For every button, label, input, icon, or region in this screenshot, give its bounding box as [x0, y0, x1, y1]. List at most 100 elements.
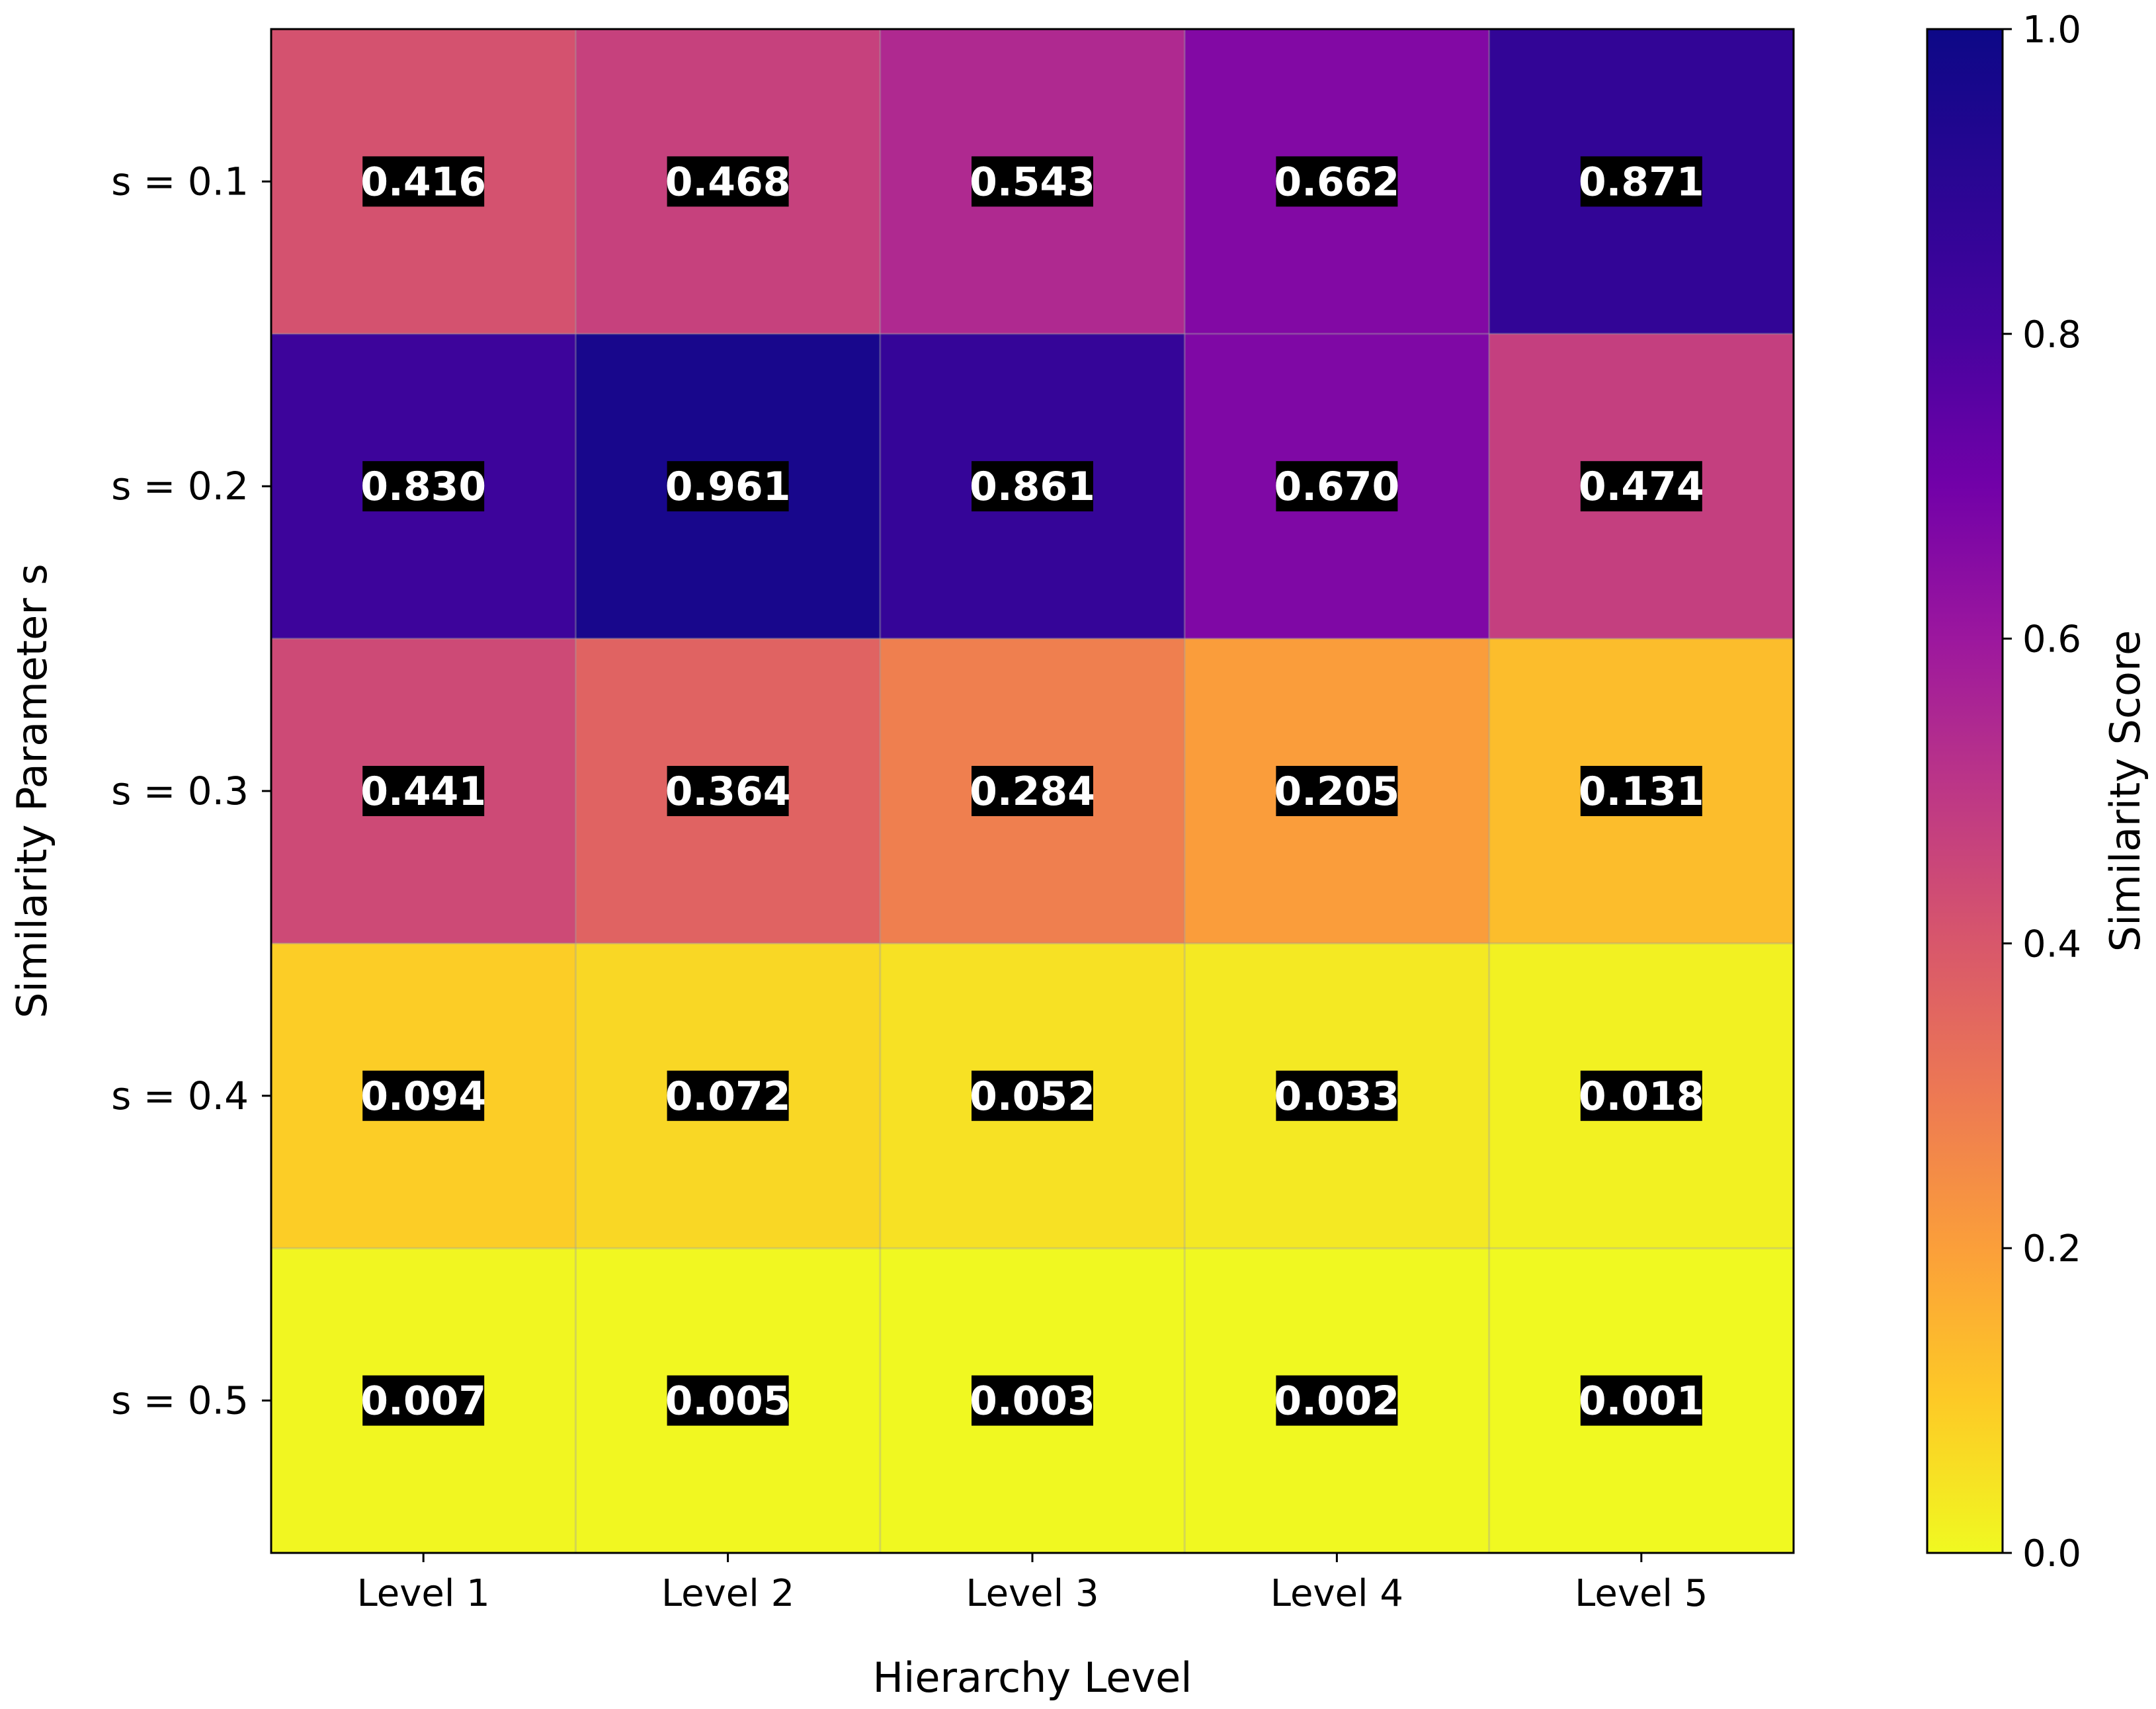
y-tick-label: s = 0.1 — [111, 159, 249, 204]
cell-value-label: 0.001 — [1579, 1375, 1704, 1426]
colorbar-tick-label: 0.8 — [2022, 313, 2081, 356]
cell-value-label: 0.543 — [970, 156, 1095, 207]
cell-value-label: 0.861 — [970, 461, 1095, 512]
cell-value-text: 0.052 — [970, 1073, 1095, 1120]
cell-value-text: 0.001 — [1579, 1378, 1704, 1425]
y-axis-label: Similarity Parameter s — [8, 563, 56, 1018]
cell-label-background — [1580, 1070, 1702, 1121]
cell-value-label: 0.871 — [1579, 156, 1704, 207]
cell-value-text: 0.961 — [665, 464, 791, 510]
cell-value-text: 0.018 — [1579, 1073, 1704, 1120]
cell-value-text: 0.662 — [1274, 159, 1400, 205]
cell-value-text: 0.871 — [1579, 159, 1704, 205]
cell-value-text: 0.131 — [1579, 769, 1704, 815]
cell-value-label: 0.094 — [360, 1070, 486, 1121]
cell-value-text: 0.670 — [1274, 464, 1400, 510]
cell-label-background — [1276, 1375, 1398, 1426]
cell-value-label: 0.474 — [1579, 461, 1704, 512]
cell-label-background — [1580, 461, 1702, 512]
y-axis-ticks: s = 0.1 s = 0.2 s = 0.3 s = 0.4 s = 0.5 — [111, 159, 271, 1423]
cell-value-text: 0.002 — [1274, 1378, 1400, 1425]
cell-value-text: 0.205 — [1274, 769, 1400, 815]
heatmap-cells — [271, 29, 1794, 1553]
colorbar-ticks: 0.0 0.2 0.4 0.6 0.8 1.0 — [2003, 9, 2081, 1575]
cell-value-text: 0.005 — [665, 1378, 791, 1425]
cell-value-label: 0.007 — [360, 1375, 486, 1426]
heatmap-gridlines — [271, 29, 1794, 1553]
x-tick-label: Level 2 — [661, 1572, 794, 1615]
cell-label-background — [667, 766, 789, 816]
cell-label-background — [972, 1070, 1093, 1121]
cell-value-label: 0.205 — [1274, 766, 1400, 816]
cell-label-background — [1580, 1375, 1702, 1426]
cell-value-label: 0.072 — [665, 1070, 791, 1121]
cell-label-background — [972, 1375, 1093, 1426]
cell-value-label: 0.033 — [1274, 1070, 1400, 1121]
colorbar-tick-label: 1.0 — [2022, 9, 2081, 52]
cell-label-background — [1580, 156, 1702, 207]
colorbar-tick-label: 0.2 — [2022, 1228, 2081, 1271]
cell-value-label: 0.018 — [1579, 1070, 1704, 1121]
cell-value-label: 0.002 — [1274, 1375, 1400, 1426]
cell-value-text: 0.284 — [970, 769, 1095, 815]
cell-value-label: 0.670 — [1274, 461, 1400, 512]
y-tick-label: s = 0.5 — [111, 1378, 249, 1423]
cell-label-background — [1580, 766, 1702, 816]
cell-label-background — [1276, 461, 1398, 512]
cell-value-text: 0.072 — [665, 1073, 791, 1120]
cell-value-text: 0.474 — [1579, 464, 1704, 510]
cell-value-label: 0.416 — [360, 156, 486, 207]
cell-value-label: 0.284 — [970, 766, 1095, 816]
cell-label-background — [667, 156, 789, 207]
heatmap-cell-labels: 0.416 0.468 0.543 0.662 0.871 0.830 0.961 0.861… — [360, 156, 1704, 1426]
cell-label-background — [667, 1375, 789, 1426]
cell-value-label: 0.662 — [1274, 156, 1400, 207]
cell-label-background — [362, 766, 485, 816]
cell-value-text: 0.861 — [970, 464, 1095, 510]
cell-value-label: 0.364 — [665, 766, 791, 816]
cell-label-background — [1276, 766, 1398, 816]
cell-label-background — [667, 1070, 789, 1121]
x-tick-label: Level 3 — [966, 1572, 1099, 1615]
x-axis-label: Hierarchy Level — [872, 1653, 1192, 1702]
colorbar-tick-label: 0.0 — [2022, 1532, 2081, 1575]
cell-label-background — [362, 1375, 485, 1426]
cell-value-text: 0.003 — [970, 1378, 1095, 1425]
cell-value-text: 0.543 — [970, 159, 1095, 205]
colorbar — [1926, 28, 2004, 1554]
cell-value-text: 0.364 — [665, 769, 791, 815]
y-tick-label: s = 0.3 — [111, 769, 249, 813]
colorbar-tick-label: 0.6 — [2022, 618, 2081, 661]
x-axis-ticks: Level 1 Level 2 Level 3 Level 4 Level 5 — [357, 1553, 1708, 1615]
cell-label-background — [1276, 156, 1398, 207]
y-tick-label: s = 0.2 — [111, 464, 249, 509]
cell-value-label: 0.052 — [970, 1070, 1095, 1121]
cell-value-text: 0.468 — [665, 159, 791, 205]
cell-value-text: 0.007 — [360, 1378, 486, 1425]
cell-value-text: 0.416 — [360, 159, 486, 205]
x-tick-label: Level 4 — [1270, 1572, 1403, 1615]
cell-value-label: 0.468 — [665, 156, 791, 207]
cell-label-background — [972, 766, 1093, 816]
y-tick-label: s = 0.4 — [111, 1073, 249, 1118]
cell-label-background — [1276, 1070, 1398, 1121]
cell-value-text: 0.094 — [360, 1073, 486, 1120]
cell-value-label: 0.441 — [360, 766, 486, 816]
cell-value-label: 0.961 — [665, 461, 791, 512]
cell-value-label: 0.830 — [360, 461, 486, 512]
cell-label-background — [667, 461, 789, 512]
cell-value-text: 0.830 — [360, 464, 486, 510]
cell-label-background — [972, 156, 1093, 207]
cell-label-background — [972, 461, 1093, 512]
cell-label-background — [362, 156, 485, 207]
cell-value-text: 0.033 — [1274, 1073, 1400, 1120]
cell-label-background — [362, 461, 485, 512]
cell-value-label: 0.005 — [665, 1375, 791, 1426]
x-tick-label: Level 5 — [1575, 1572, 1708, 1615]
cell-value-label: 0.003 — [970, 1375, 1095, 1426]
colorbar-label: Similarity Score — [2101, 630, 2149, 952]
x-tick-label: Level 1 — [357, 1572, 490, 1615]
cell-label-background — [362, 1070, 485, 1121]
cell-value-text: 0.441 — [360, 769, 486, 815]
